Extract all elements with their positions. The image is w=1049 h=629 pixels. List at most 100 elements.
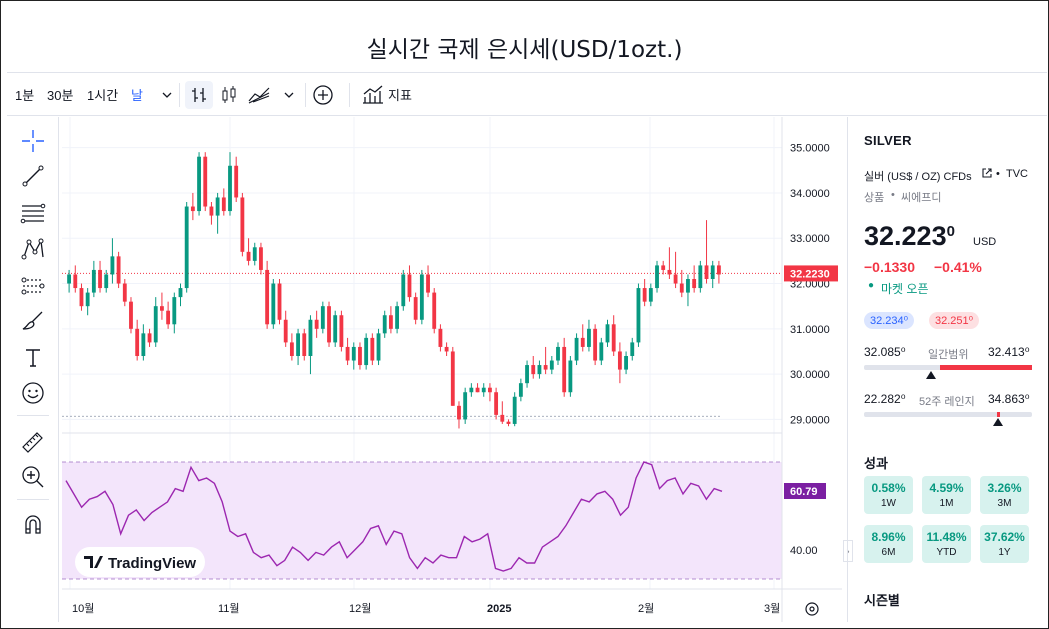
interval-30m[interactable]: 30분 bbox=[47, 88, 74, 103]
perf-6m[interactable]: 8.96% 6M bbox=[864, 525, 913, 563]
candle-body bbox=[358, 346, 362, 366]
candle-body bbox=[370, 337, 375, 361]
candle-body bbox=[73, 274, 78, 289]
interval-1h[interactable]: 1시간 bbox=[87, 88, 119, 103]
candle-body bbox=[320, 306, 325, 329]
bid-badge: 32.234⁰ bbox=[864, 312, 915, 329]
candle-body bbox=[221, 197, 226, 212]
trendline-icon[interactable] bbox=[19, 162, 47, 190]
interval-1m[interactable]: 1분 bbox=[15, 88, 35, 103]
candle-body bbox=[494, 392, 499, 415]
candle-body bbox=[141, 333, 146, 356]
collapse-panel-button[interactable]: › bbox=[843, 540, 853, 562]
candle-body bbox=[457, 405, 461, 420]
w52-range-marker-bar bbox=[996, 412, 1000, 417]
candle-body bbox=[667, 269, 672, 275]
drawing-toolbar bbox=[7, 117, 59, 622]
area-chart-icon[interactable] bbox=[245, 81, 273, 109]
candle-body bbox=[79, 288, 84, 307]
perf-ytd[interactable]: 11.48% YTD bbox=[922, 525, 971, 563]
candle-body bbox=[122, 283, 127, 302]
chart-toolbar: 1분 30분 1시간 날 지표 bbox=[7, 72, 1047, 116]
category: 상품 bbox=[864, 192, 885, 204]
candle-body bbox=[339, 315, 344, 347]
price-tick-label: 32.0000 bbox=[790, 279, 830, 291]
perf-1y[interactable]: 37.62% 1Y bbox=[980, 525, 1029, 563]
price-tick-label: 31.0000 bbox=[790, 324, 830, 336]
candle-body bbox=[85, 292, 90, 307]
brush-icon[interactable] bbox=[19, 307, 47, 335]
tool-divider bbox=[17, 415, 49, 416]
bar-chart-icon[interactable] bbox=[185, 81, 213, 109]
candle-body bbox=[642, 288, 647, 302]
candle-body bbox=[172, 297, 177, 325]
candle-body bbox=[153, 306, 158, 343]
chart-area[interactable]: 35.0000 34.0000 33.0000 32.0000 31.0000 30.00… bbox=[62, 117, 842, 627]
candle-body bbox=[419, 274, 424, 320]
candle-body bbox=[147, 333, 152, 343]
candle-body bbox=[512, 396, 517, 424]
indicators-icon[interactable] bbox=[359, 81, 387, 109]
candle-body bbox=[129, 301, 133, 329]
last-price-tag bbox=[784, 265, 838, 282]
add-compare-icon[interactable] bbox=[309, 81, 337, 109]
candle-body bbox=[246, 251, 251, 261]
emoji-icon[interactable] bbox=[19, 379, 47, 407]
candle-body bbox=[648, 288, 653, 302]
candle-body bbox=[413, 297, 418, 320]
fib-icon[interactable] bbox=[19, 199, 47, 227]
settings-icon bbox=[805, 602, 819, 616]
candle-body bbox=[296, 333, 300, 356]
indicators-button[interactable]: 지표 bbox=[388, 88, 412, 103]
candle-body bbox=[67, 274, 72, 284]
time-tick-label: 2월 bbox=[638, 602, 654, 615]
chevron-down-icon[interactable] bbox=[275, 81, 303, 109]
candle-body bbox=[327, 306, 331, 343]
chevron-down-icon[interactable] bbox=[153, 81, 181, 109]
time-axis: 10월 11월 12월 2025 2월 3월 bbox=[72, 602, 780, 615]
time-tick-label: 10월 bbox=[72, 602, 94, 615]
seasonal-title: 시즌별 bbox=[864, 593, 900, 608]
interval-day[interactable]: 날 bbox=[131, 88, 143, 103]
candles-icon[interactable] bbox=[215, 81, 243, 109]
candle-body bbox=[98, 269, 102, 289]
pattern-icon[interactable] bbox=[19, 235, 47, 263]
text-icon[interactable] bbox=[19, 343, 47, 371]
tradingview-watermark: TradingView bbox=[75, 547, 205, 577]
candle-body bbox=[562, 346, 567, 393]
candle-body bbox=[686, 279, 690, 293]
perf-1w[interactable]: 0.58% 1W bbox=[864, 476, 913, 514]
candle-body bbox=[580, 337, 585, 347]
price-chart[interactable]: 35.0000 34.0000 33.0000 32.0000 31.0000 30.00… bbox=[62, 117, 842, 622]
magnet-icon[interactable] bbox=[19, 511, 47, 539]
day-range-high: 32.413⁰ bbox=[988, 345, 1030, 359]
candle-body bbox=[568, 360, 573, 393]
candle-body bbox=[135, 328, 140, 356]
candle-body bbox=[178, 288, 183, 298]
price-ticks: 35.0000 34.0000 33.0000 32.0000 31.0000 30.00… bbox=[790, 143, 830, 427]
candle-body bbox=[116, 256, 121, 284]
candle-body bbox=[587, 328, 591, 347]
candle-body bbox=[673, 274, 678, 284]
external-link-icon[interactable] bbox=[981, 167, 993, 182]
candle-body bbox=[698, 265, 703, 289]
candle-body bbox=[104, 274, 109, 289]
w52-range-low: 22.282⁰ bbox=[864, 392, 906, 406]
candle-body bbox=[382, 315, 387, 334]
ruler-icon[interactable] bbox=[19, 427, 47, 455]
perf-1m[interactable]: 4.59% 1M bbox=[922, 476, 971, 514]
watermark-text: TradingView bbox=[108, 555, 196, 572]
candle-body bbox=[364, 337, 369, 366]
candle-body bbox=[543, 365, 548, 370]
candle-body bbox=[488, 387, 492, 393]
symbol-name[interactable]: SILVER bbox=[864, 133, 912, 148]
candle-body bbox=[314, 319, 319, 329]
candle-body bbox=[599, 342, 604, 361]
perf-3m[interactable]: 3.26% 3M bbox=[980, 476, 1029, 514]
forecast-icon[interactable] bbox=[19, 271, 47, 299]
candle-body bbox=[302, 333, 307, 356]
crosshair-icon[interactable] bbox=[19, 127, 47, 155]
price-tick-label: 33.0000 bbox=[790, 233, 830, 245]
zoom-in-icon[interactable] bbox=[19, 463, 47, 491]
rsi-value-text: 60.79 bbox=[790, 486, 818, 498]
